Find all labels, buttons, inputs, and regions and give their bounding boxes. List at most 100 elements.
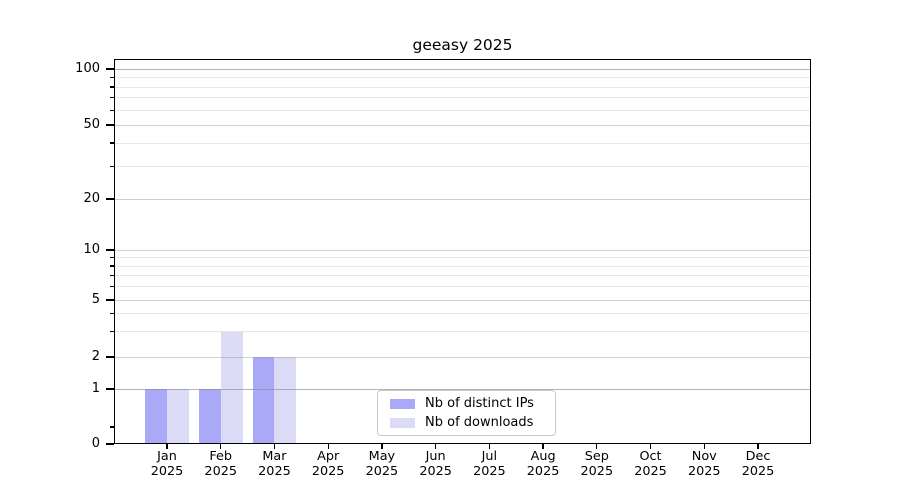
x-label-month: May [368,449,396,464]
gridline-major [114,388,811,390]
bar-distinct-ips [198,389,221,444]
x-label-month: Feb [209,449,233,464]
x-tick-label: Jan 2025 [139,449,195,479]
gridline-minor [114,109,811,111]
y-minor-tick-mark [109,426,114,428]
x-label-month: Jan [157,449,177,464]
x-tick-mark [381,444,383,449]
gridline-minor [114,313,811,315]
x-label-year: 2025 [634,463,667,479]
gridline-major [114,356,811,358]
legend: Nb of distinct IPs Nb of downloads [377,390,556,436]
x-tick-label: Mar 2025 [246,449,302,479]
x-label-month: Oct [639,449,662,464]
x-tick-label: Jul 2025 [461,449,517,479]
x-tick-label: Aug 2025 [515,449,571,479]
y-tick-label: 20 [83,191,100,206]
gridline-major [114,68,811,70]
gridlines-layer [114,59,811,444]
y-tick-label: 50 [83,117,100,132]
x-label-year: 2025 [473,463,506,479]
x-label-year: 2025 [526,463,560,479]
bar-downloads [274,357,297,444]
gridline-minor [114,165,811,167]
x-tick-mark [649,444,652,449]
y-minor-tick-mark [109,86,114,88]
gridline-major [114,124,811,126]
x-tick-mark [273,444,276,449]
x-tick-label: Sep 2025 [569,449,625,479]
x-tick-mark [166,444,168,449]
x-label-year: 2025 [258,463,291,479]
y-minor-tick-mark [109,331,114,333]
y-minor-tick-mark [109,275,114,277]
bar-distinct-ips [252,357,275,444]
x-tick-mark [434,444,437,449]
x-tick-label: Nov 2025 [676,449,732,479]
x-tick-mark [703,444,705,449]
y-tick-mark [106,443,114,445]
gridline-minor [114,275,811,277]
gridline-major [114,249,811,251]
x-tick-label: Apr 2025 [300,449,356,479]
bars-layer [114,59,811,444]
x-tick-mark [488,444,490,449]
x-tick-mark [596,444,598,449]
legend-item-downloads: Nb of downloads [386,415,547,431]
bar-distinct-ips [145,389,167,444]
y-tick-mark [106,388,114,390]
gridline-minor [114,86,811,88]
x-tick-mark [757,444,759,449]
bar-downloads [167,389,189,444]
y-minor-tick-mark [109,109,114,111]
y-tick-mark [106,68,114,70]
y-tick-label: 5 [91,292,100,307]
x-tick-label: Feb 2025 [193,449,249,479]
x-label-year: 2025 [365,463,399,479]
y-minor-tick-mark [109,76,114,79]
legend-item-distinct-ips: Nb of distinct IPs [386,396,547,412]
y-minor-tick-mark [109,265,114,267]
gridline-minor [114,77,811,78]
x-tick-mark [542,444,544,449]
x-label-month: Jun [425,449,446,464]
y-minor-tick-mark [109,97,114,99]
y-minor-tick-mark [109,142,114,144]
x-label-year: 2025 [741,463,775,479]
chart-title: geeasy 2025 [412,36,513,54]
x-label-month: Mar [262,449,287,464]
y-tick-mark [106,249,114,251]
x-label-month: Apr [317,449,340,464]
x-label-year: 2025 [580,463,614,479]
y-tick-label: 2 [91,349,100,364]
x-tick-label: Jun 2025 [408,449,464,479]
x-label-year: 2025 [311,463,345,479]
y-tick-mark [106,198,114,200]
legend-swatch-downloads [390,417,415,428]
x-label-month: Dec [745,449,771,464]
legend-label-distinct-ips: Nb of distinct IPs [425,396,534,411]
y-tick-mark [106,356,114,358]
x-label-month: Nov [691,449,717,464]
y-minor-tick-mark [109,165,114,167]
gridline-minor [114,97,811,99]
x-label-month: Sep [584,449,609,464]
y-tick-label: 1 [91,381,100,396]
y-tick-label: 0 [91,436,100,451]
legend-label-downloads: Nb of downloads [425,415,534,430]
x-tick-label: May 2025 [354,449,410,479]
y-minor-tick-mark [109,313,114,315]
x-label-month: Aug [530,449,556,464]
x-tick-mark [220,444,222,449]
gridline-minor [114,331,811,333]
gridline-major [114,198,811,200]
x-label-year: 2025 [150,463,184,479]
plot-area [114,59,811,444]
y-minor-tick-mark [109,286,114,288]
gridline-minor [114,286,811,288]
x-label-year: 2025 [204,463,237,479]
y-tick-label: 10 [83,242,100,257]
x-tick-label: Dec 2025 [730,449,786,479]
x-tick-mark [327,444,329,449]
